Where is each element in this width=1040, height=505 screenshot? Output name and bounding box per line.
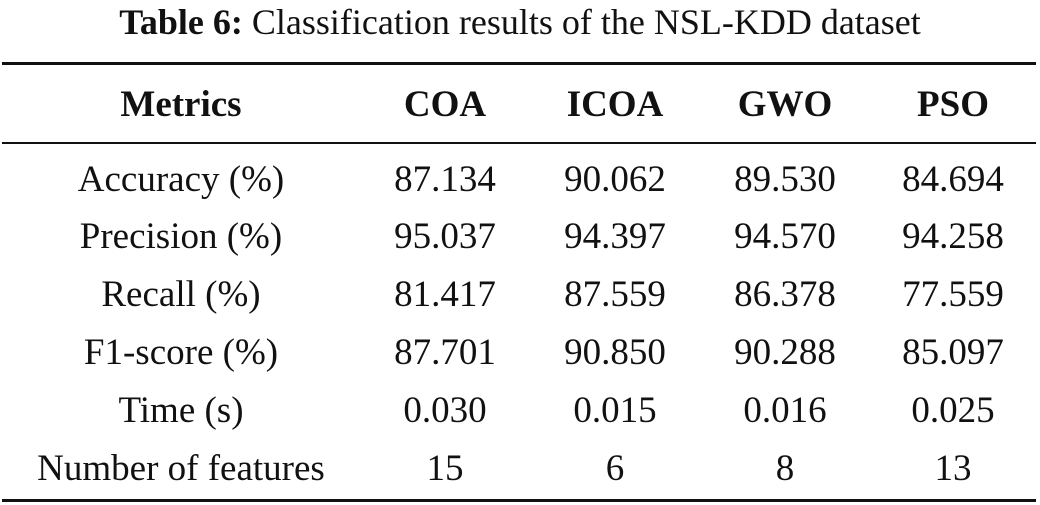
table-row-number-of-features: Number of features 15 6 8 13 — [2, 439, 1036, 497]
cell-coa: 87.701 — [394, 331, 496, 373]
header-icoa: ICOA — [566, 83, 664, 125]
cell-icoa: 0.015 — [573, 389, 657, 431]
cell-coa: 81.417 — [394, 273, 496, 315]
cell-gwo: 8 — [775, 447, 795, 489]
table-header-row: Metrics COA ICOA GWO PSO — [2, 65, 1036, 143]
cell-icoa: 90.850 — [564, 331, 666, 373]
table-top-rule — [2, 62, 1036, 65]
table-row-f1-score: F1-score (%) 87.701 90.850 90.288 85.097 — [2, 323, 1036, 381]
row-label: Number of features — [37, 447, 325, 489]
cell-icoa: 87.559 — [564, 273, 666, 315]
table-row-accuracy: Accuracy (%) 87.134 90.062 89.530 84.694 — [2, 143, 1036, 207]
table-row-time: Time (s) 0.030 0.015 0.016 0.025 — [2, 381, 1036, 439]
table-caption-text: Classification results of the NSL-KDD da… — [251, 2, 921, 42]
cell-coa: 95.037 — [394, 215, 496, 257]
row-label: Accuracy (%) — [77, 158, 285, 200]
cell-gwo: 90.288 — [734, 331, 836, 373]
cell-gwo: 94.570 — [734, 215, 836, 257]
cell-gwo: 0.016 — [743, 389, 827, 431]
table-caption-label: Table 6: — [119, 2, 243, 42]
cell-gwo: 86.378 — [734, 273, 836, 315]
table-row-recall: Recall (%) 81.417 87.559 86.378 77.559 — [2, 265, 1036, 323]
row-label: Recall (%) — [101, 273, 261, 315]
cell-pso: 13 — [934, 447, 972, 489]
results-table: Metrics COA ICOA GWO PSO Accuracy (%) 87… — [2, 65, 1036, 497]
cell-pso: 85.097 — [902, 331, 1004, 373]
cell-icoa: 6 — [605, 447, 625, 489]
cell-gwo: 89.530 — [734, 158, 836, 200]
table-header-rule — [2, 142, 1036, 144]
table-row-precision: Precision (%) 95.037 94.397 94.570 94.25… — [2, 207, 1036, 265]
table-bottom-rule — [2, 499, 1036, 502]
table-caption: Table 6: Classification results of the N… — [0, 0, 1040, 44]
cell-pso: 77.559 — [902, 273, 1004, 315]
header-gwo: GWO — [737, 83, 833, 125]
cell-coa: 15 — [426, 447, 464, 489]
cell-icoa: 90.062 — [564, 158, 666, 200]
header-coa: COA — [403, 83, 487, 125]
cell-coa: 0.030 — [403, 389, 487, 431]
header-metrics: Metrics — [120, 83, 242, 125]
cell-pso: 84.694 — [902, 158, 1004, 200]
row-label: Precision (%) — [79, 215, 283, 257]
header-pso: PSO — [917, 83, 989, 125]
row-label: Time (s) — [118, 389, 244, 431]
cell-pso: 0.025 — [911, 389, 995, 431]
row-label: F1-score (%) — [83, 331, 279, 373]
cell-icoa: 94.397 — [564, 215, 666, 257]
cell-coa: 87.134 — [394, 158, 496, 200]
cell-pso: 94.258 — [902, 215, 1004, 257]
